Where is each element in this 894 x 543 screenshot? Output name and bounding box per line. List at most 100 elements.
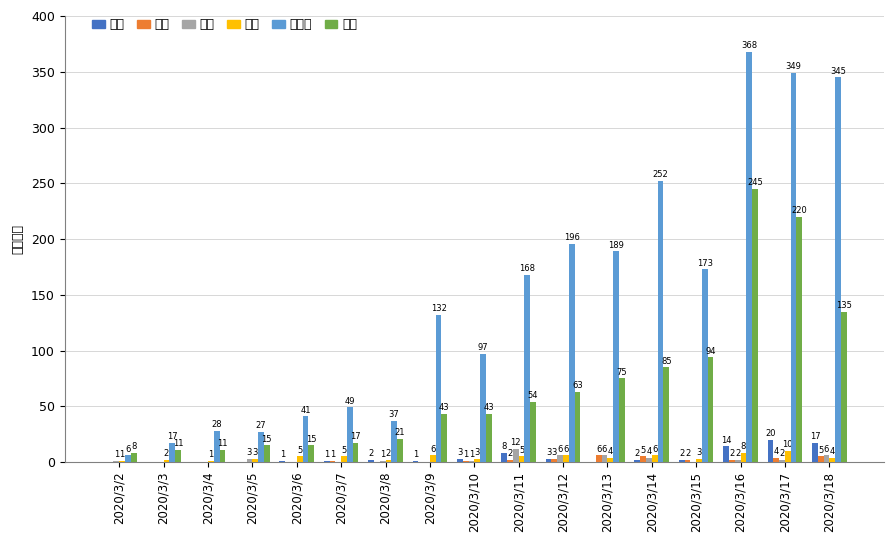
Bar [840, 312, 846, 462]
Text: 10: 10 [781, 440, 792, 449]
Bar [607, 458, 612, 462]
Bar [462, 461, 468, 462]
Bar [569, 244, 574, 462]
Text: 135: 135 [835, 301, 851, 310]
Bar [175, 450, 181, 462]
Bar [767, 440, 772, 462]
Bar [595, 456, 601, 462]
Text: 5: 5 [519, 446, 524, 455]
Text: 3: 3 [696, 448, 701, 457]
Bar [751, 189, 757, 462]
Text: 1: 1 [330, 450, 334, 459]
Text: 2: 2 [507, 449, 512, 458]
Text: 54: 54 [527, 391, 537, 400]
Bar [562, 456, 569, 462]
Text: 27: 27 [256, 421, 266, 430]
Text: 4: 4 [645, 447, 651, 456]
Bar [746, 52, 751, 462]
Text: 49: 49 [344, 397, 355, 406]
Text: 8: 8 [740, 443, 746, 451]
Bar [524, 275, 529, 462]
Bar [429, 456, 435, 462]
Bar [329, 461, 335, 462]
Text: 17: 17 [350, 432, 360, 441]
Text: 3: 3 [252, 448, 257, 457]
Bar [679, 460, 684, 462]
Text: 11: 11 [217, 439, 227, 448]
Bar [302, 416, 308, 462]
Bar [639, 457, 645, 462]
Bar [207, 461, 214, 462]
Bar [164, 460, 169, 462]
Text: 1: 1 [412, 450, 417, 459]
Bar [545, 459, 551, 462]
Bar [379, 461, 385, 462]
Text: 37: 37 [388, 410, 399, 419]
Bar [512, 449, 519, 462]
Bar [557, 456, 562, 462]
Bar [457, 459, 462, 462]
Bar [308, 445, 314, 462]
Bar [779, 460, 784, 462]
Bar [501, 453, 507, 462]
Bar [441, 414, 447, 462]
Bar [341, 457, 347, 462]
Text: 6: 6 [822, 445, 828, 454]
Text: 17: 17 [809, 432, 819, 441]
Text: 15: 15 [261, 434, 272, 444]
Bar [651, 456, 657, 462]
Bar [529, 402, 536, 462]
Bar [412, 461, 417, 462]
Text: 2: 2 [684, 449, 689, 458]
Text: 5: 5 [341, 446, 346, 455]
Bar [264, 445, 269, 462]
Bar [257, 432, 264, 462]
Bar [696, 459, 701, 462]
Text: 132: 132 [430, 304, 446, 313]
Text: 1: 1 [114, 450, 119, 459]
Text: 6: 6 [651, 445, 657, 454]
Text: 15: 15 [306, 434, 316, 444]
Bar [468, 461, 474, 462]
Text: 1: 1 [380, 450, 384, 459]
Bar [645, 458, 651, 462]
Text: 4: 4 [829, 447, 834, 456]
Bar [347, 407, 352, 462]
Text: 43: 43 [439, 403, 449, 413]
Bar [219, 450, 225, 462]
Text: 3: 3 [551, 448, 556, 457]
Text: 4: 4 [607, 447, 612, 456]
Text: 2: 2 [385, 449, 391, 458]
Text: 6: 6 [562, 445, 568, 454]
Text: 11: 11 [173, 439, 183, 448]
Text: 1: 1 [208, 450, 214, 459]
Bar [214, 431, 219, 462]
Text: 17: 17 [167, 432, 177, 441]
Bar [324, 461, 329, 462]
Text: 1: 1 [462, 450, 468, 459]
Text: 12: 12 [510, 438, 520, 447]
Text: 43: 43 [483, 403, 493, 413]
Bar [435, 315, 441, 462]
Bar [684, 460, 689, 462]
Text: 2: 2 [734, 449, 739, 458]
Bar [739, 453, 746, 462]
Text: 28: 28 [211, 420, 222, 429]
Text: 97: 97 [477, 343, 488, 352]
Text: 2: 2 [634, 449, 639, 458]
Text: 2: 2 [368, 449, 374, 458]
Text: 94: 94 [704, 346, 715, 356]
Text: 345: 345 [829, 67, 845, 76]
Bar [729, 460, 734, 462]
Bar [367, 460, 374, 462]
Bar [574, 392, 579, 462]
Text: 63: 63 [571, 381, 582, 390]
Text: 189: 189 [607, 241, 623, 250]
Bar [707, 357, 713, 462]
Bar [125, 456, 131, 462]
Bar [789, 73, 796, 462]
Text: 20: 20 [764, 429, 775, 438]
Bar [817, 457, 822, 462]
Bar [169, 443, 175, 462]
Text: 2: 2 [679, 449, 684, 458]
